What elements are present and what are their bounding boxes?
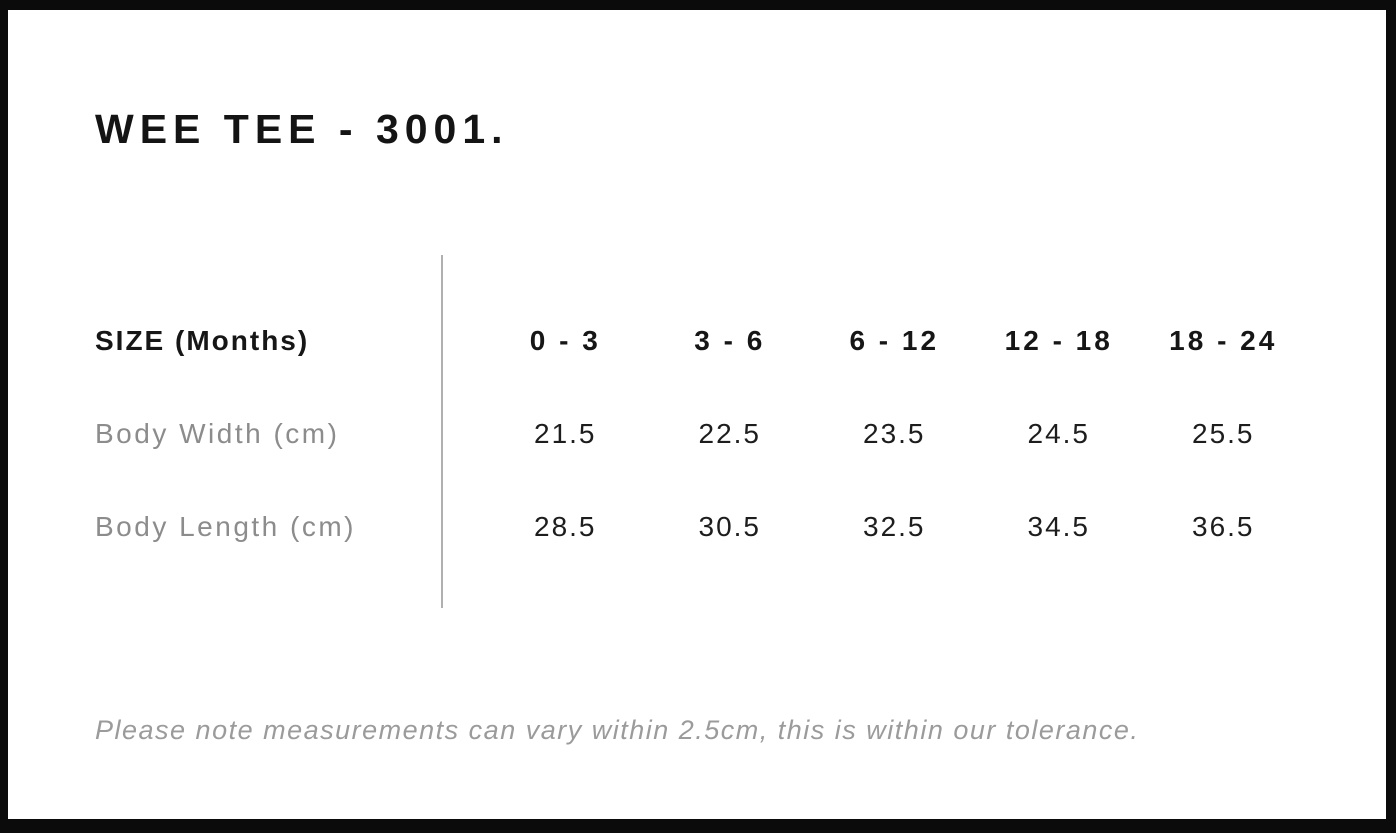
column-header-6-12: 6 - 12 xyxy=(849,325,940,356)
page-title: WEE TEE - 3001. xyxy=(95,106,509,152)
row-label-body-width: Body Width (cm) xyxy=(95,418,340,449)
body-width-value-12-18: 24.5 xyxy=(1027,418,1090,449)
tolerance-note: Please note measurements can vary within… xyxy=(95,715,1140,745)
size-table: SIZE (Months) 0 - 3 3 - 6 6 - 12 12 - 18… xyxy=(95,255,1307,608)
body-width-value-6-12: 23.5 xyxy=(863,418,926,449)
body-length-value-0-3: 28.5 xyxy=(534,511,597,542)
column-header-size-months: SIZE (Months) xyxy=(95,325,310,356)
body-length-value-12-18: 34.5 xyxy=(1027,511,1090,542)
column-header-18-24: 18 - 24 xyxy=(1169,325,1278,356)
column-header-3-6: 3 - 6 xyxy=(694,325,766,356)
body-length-value-3-6: 30.5 xyxy=(698,511,761,542)
body-width-value-18-24: 25.5 xyxy=(1192,418,1255,449)
body-length-value-18-24: 36.5 xyxy=(1192,511,1255,542)
body-length-value-6-12: 32.5 xyxy=(863,511,926,542)
column-header-0-3: 0 - 3 xyxy=(529,325,601,356)
table-divider xyxy=(441,255,443,608)
column-header-12-18: 12 - 18 xyxy=(1004,325,1113,356)
body-width-value-3-6: 22.5 xyxy=(698,418,761,449)
body-width-value-0-3: 21.5 xyxy=(534,418,597,449)
row-label-body-length: Body Length (cm) xyxy=(95,511,356,542)
